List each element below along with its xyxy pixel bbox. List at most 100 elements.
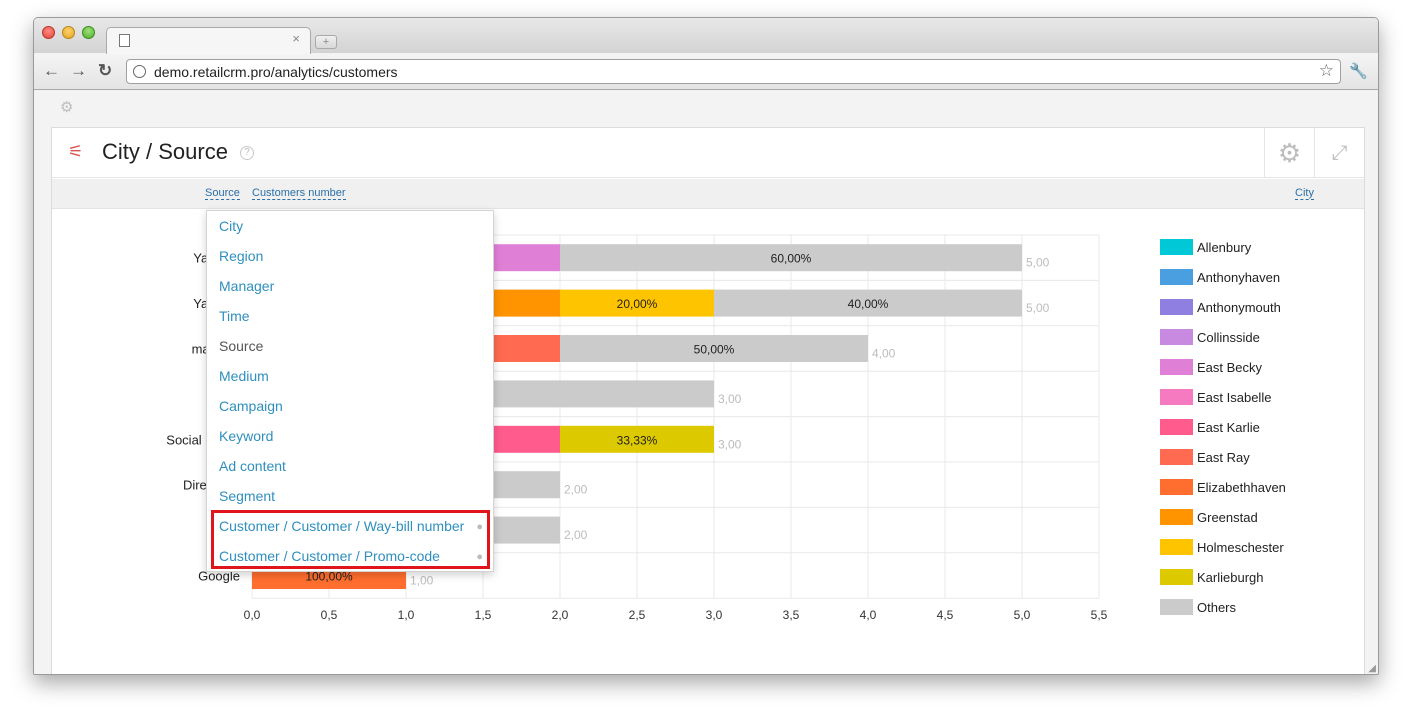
series-link[interactable]: City (1295, 187, 1314, 200)
browser-window: × + ← → ↻ demo.retailcrm.pro/analytics/c… (33, 17, 1379, 675)
dropdown-item[interactable]: Time (207, 307, 493, 333)
data-label: 40,00% (848, 297, 889, 311)
bar-segment (560, 244, 1022, 272)
legend-label: Anthonyhaven (1197, 270, 1281, 285)
legend-swatch (1160, 269, 1193, 285)
dropdown-item-label: Manager (219, 278, 275, 294)
legend-label: Allenbury (1197, 240, 1252, 255)
panel-title: City / Source (102, 139, 228, 164)
legend-swatch (1160, 449, 1193, 465)
legend-swatch (1160, 419, 1193, 435)
dropdown-item[interactable]: Medium (207, 367, 493, 393)
total-label: 2,00 (564, 483, 588, 497)
legend-swatch (1160, 569, 1193, 585)
total-label: 1,00 (410, 574, 434, 588)
reload-icon[interactable]: ↻ (98, 61, 113, 80)
total-label: 5,00 (1026, 301, 1050, 315)
legend-label: Elizabethhaven (1197, 480, 1286, 495)
dropdown-item[interactable]: Ad content (207, 457, 493, 483)
legend-swatch (1160, 299, 1193, 315)
x-tick-label: 4,0 (860, 608, 877, 622)
filters-icon[interactable]: ⚟ (68, 142, 84, 161)
page-settings-gear-icon[interactable]: ⚙ (60, 99, 74, 116)
category-label: Google (198, 569, 240, 584)
expand-icon[interactable]: ⤢ (1314, 128, 1364, 178)
x-tick-label: 5,0 (1014, 608, 1031, 622)
minimize-window-button[interactable] (62, 26, 75, 39)
dimension-link[interactable]: Source (205, 187, 240, 200)
x-tick-label: 0,5 (321, 608, 338, 622)
legend-label: East Karlie (1197, 420, 1260, 435)
legend-swatch (1160, 599, 1193, 615)
legend-label: Karlieburgh (1197, 570, 1264, 585)
bar-segment (560, 425, 714, 453)
tab-close-icon[interactable]: × (292, 31, 300, 46)
dropdown-item-label: Time (219, 308, 250, 324)
data-label: 50,00% (694, 343, 735, 357)
data-label: 33,33% (617, 433, 658, 447)
dropdown-item[interactable]: Region (207, 247, 493, 273)
data-label: 20,00% (617, 297, 658, 311)
close-window-button[interactable] (42, 26, 55, 39)
dropdown-item-label: Customer / Customer / Way-bill number (219, 518, 465, 534)
x-tick-label: 2,5 (629, 608, 646, 622)
dropdown-item[interactable]: City (207, 217, 493, 243)
person-icon: ● (476, 521, 483, 533)
dropdown-item[interactable]: Segment (207, 487, 493, 513)
page-icon (119, 34, 130, 47)
dropdown-item[interactable]: Campaign (207, 397, 493, 423)
bar-segment (714, 289, 1022, 317)
legend-swatch (1160, 359, 1193, 375)
address-bar[interactable]: demo.retailcrm.pro/analytics/customers ☆ (126, 59, 1341, 84)
legend-swatch (1160, 389, 1193, 405)
highlight-box (211, 510, 490, 569)
legend-swatch (1160, 329, 1193, 345)
title-bar: × + (34, 18, 1378, 54)
metric-link[interactable]: Customers number (252, 187, 346, 200)
legend-label: Greenstad (1197, 510, 1258, 525)
x-tick-label: 4,5 (937, 608, 954, 622)
globe-icon (133, 65, 146, 78)
forward-arrow-icon[interactable]: → (70, 61, 87, 80)
help-icon[interactable]: ? (240, 146, 254, 160)
dropdown-item-label: Region (219, 248, 264, 264)
total-label: 3,00 (718, 392, 742, 406)
legend-swatch (1160, 479, 1193, 495)
dropdown-item-label: Ad content (219, 458, 286, 474)
x-tick-label: 2,0 (552, 608, 569, 622)
browser-tab[interactable]: × (106, 27, 311, 54)
x-tick-label: 3,5 (783, 608, 800, 622)
data-label: 100,00% (305, 570, 353, 584)
panel-header: ⚟ City / Source ? ⚙ ⤢ (52, 128, 1364, 178)
legend-label: Others (1197, 600, 1237, 615)
bookmark-star-icon[interactable]: ☆ (1318, 61, 1334, 80)
dimension-dropdown: City Region Manager Time Source Medium Campaig… (206, 210, 494, 572)
dropdown-item[interactable]: Keyword (207, 427, 493, 453)
dropdown-item[interactable]: Customer / Customer / Way-bill number ● (207, 517, 493, 543)
dropdown-item[interactable]: Manager (207, 277, 493, 303)
total-label: 5,00 (1026, 256, 1050, 270)
dropdown-item-label: City (219, 218, 244, 234)
new-tab-button[interactable]: + (315, 35, 337, 49)
dropdown-item-label: Keyword (219, 428, 274, 444)
x-tick-label: 3,0 (706, 608, 723, 622)
legend-swatch (1160, 509, 1193, 525)
legend-label: East Becky (1197, 360, 1263, 375)
resize-grip-icon[interactable]: ◢ (1368, 663, 1376, 674)
x-tick-label: 0,0 (244, 608, 261, 622)
total-label: 4,00 (872, 347, 896, 361)
panel-settings-gear-icon[interactable]: ⚙ (1264, 128, 1314, 178)
wrench-icon[interactable]: 🔧 (1349, 63, 1368, 80)
dropdown-item-label: Medium (219, 368, 269, 384)
legend-label: East Ray (1197, 450, 1250, 465)
dropdown-item[interactable]: Source (207, 337, 493, 363)
bar-segment (560, 335, 868, 362)
zoom-window-button[interactable] (82, 26, 95, 39)
x-tick-label: 1,5 (475, 608, 492, 622)
legend-label: East Isabelle (1197, 390, 1272, 405)
report-options-bar: Source Customers number City (52, 179, 1364, 209)
url-text[interactable]: demo.retailcrm.pro/analytics/customers (154, 64, 398, 80)
back-arrow-icon[interactable]: ← (43, 61, 60, 80)
report-panel: ⚟ City / Source ? ⚙ ⤢ Source Customers n… (51, 127, 1365, 674)
dropdown-item[interactable]: Customer / Customer / Promo-code ● (207, 547, 493, 573)
